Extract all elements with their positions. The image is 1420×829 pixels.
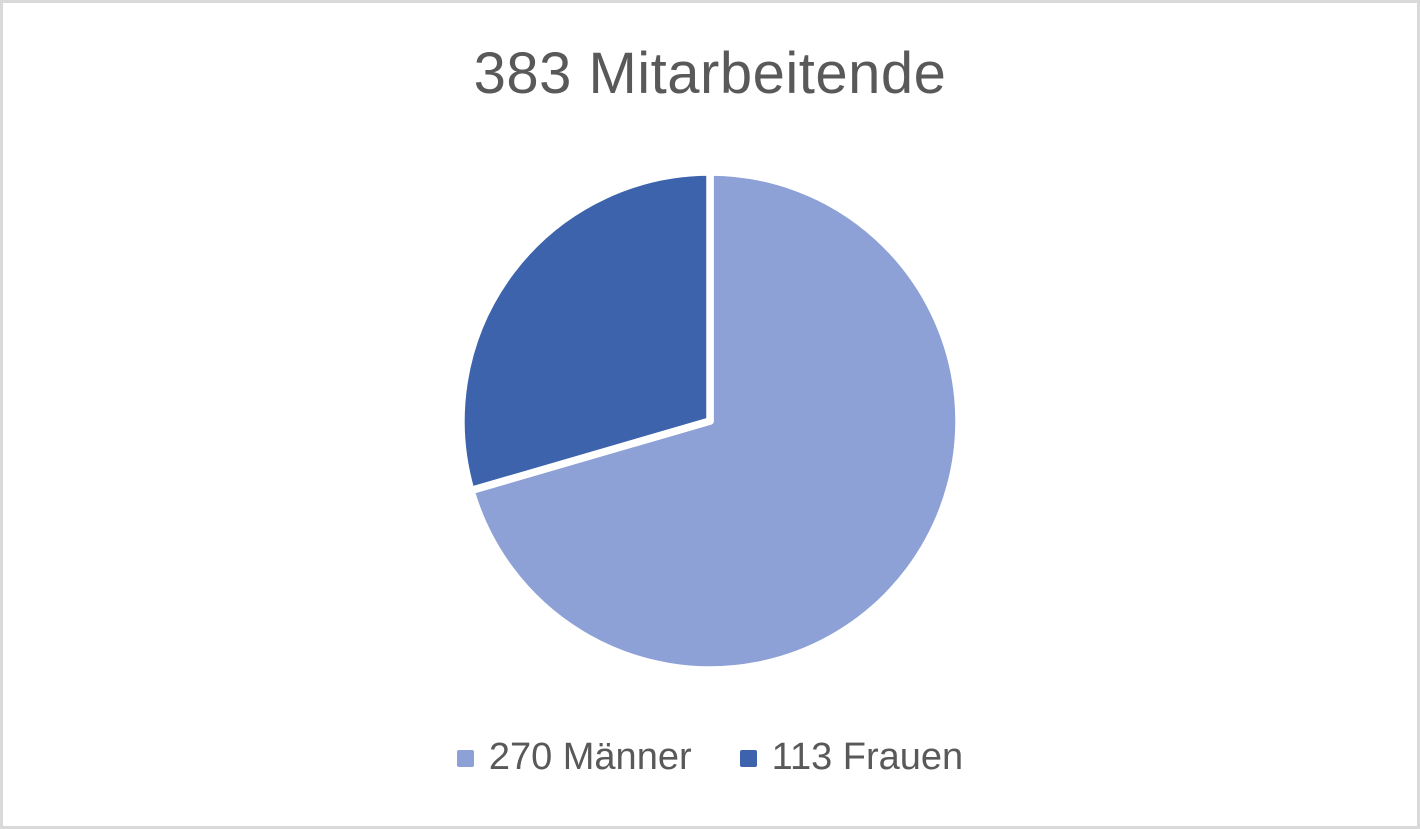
- chart-legend: 270 Männer 113 Frauen: [3, 729, 1417, 785]
- legend-item-maenner[interactable]: 270 Männer: [456, 735, 692, 779]
- pie-plot-area: [450, 161, 970, 681]
- legend-label: 113 Frauen: [771, 735, 964, 778]
- legend-swatch: [739, 749, 757, 767]
- pie-slice-2[interactable]: [457, 168, 714, 495]
- pie-slice-1[interactable]: [467, 168, 963, 674]
- legend-swatch: [456, 749, 474, 767]
- pie-chart: [457, 168, 963, 674]
- legend-label: 270 Männer: [488, 735, 692, 778]
- legend-item-frauen[interactable]: 113 Frauen: [739, 735, 964, 779]
- chart-title[interactable]: 383 Mitarbeitende: [473, 41, 947, 106]
